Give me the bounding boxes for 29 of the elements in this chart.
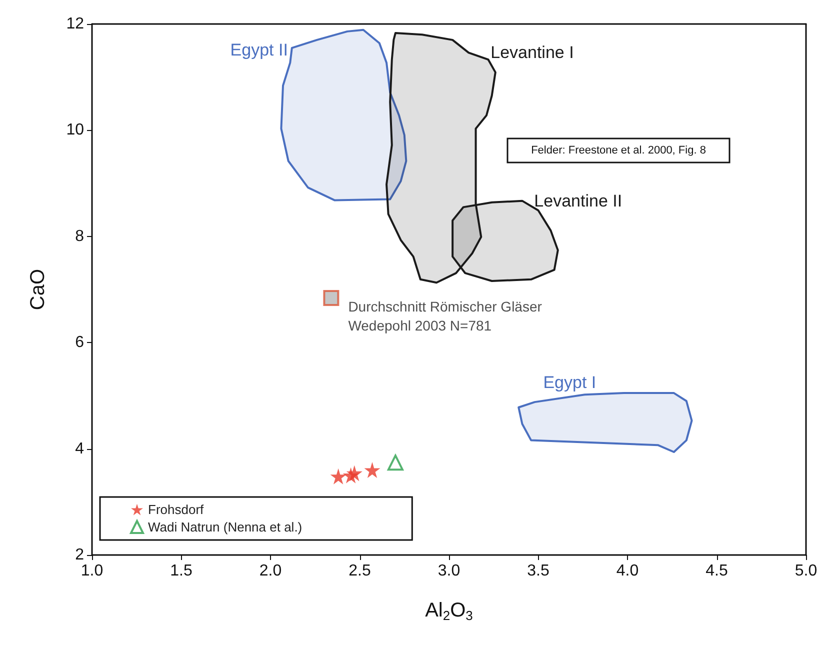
y-tick-label: 4 <box>75 440 84 458</box>
y-tick-label: 10 <box>66 122 84 139</box>
y-tick-label: 8 <box>75 228 84 245</box>
point <box>387 454 404 471</box>
y-tick-label: 12 <box>66 16 84 32</box>
series-label: Egypt I <box>543 373 596 392</box>
x-tick-label: 2.0 <box>259 562 282 580</box>
x-tick-label: 4.5 <box>706 562 728 580</box>
point <box>346 465 362 482</box>
x-tick-label: 2.5 <box>348 562 371 580</box>
x-tick-label: 3.0 <box>438 562 460 580</box>
y-tick-label: 6 <box>75 334 84 352</box>
series-label: Levantine I <box>490 43 574 62</box>
x-tick-label: 3.5 <box>527 562 550 580</box>
x-tick-label: 1.5 <box>170 562 192 580</box>
legend-label: Frohsdorf <box>148 502 204 517</box>
series-label: Egypt II <box>230 40 288 60</box>
point <box>364 462 380 478</box>
legend-label: Wadi Natrun (Nenna et al.) <box>148 520 302 534</box>
x-tick-label: 5.0 <box>794 562 818 580</box>
point <box>330 468 346 484</box>
y-axis-title: CaO <box>27 268 49 310</box>
series-label: Levantine II <box>534 191 622 210</box>
annotation: Durchschnitt Römischer Gläser Wedepohl 2003 N=781 <box>348 298 542 334</box>
y-tick-label: 2 <box>75 546 84 564</box>
annotation: Felder: Freestone et al. 2000, Fig. 8 <box>531 144 706 156</box>
x-tick-label: 4.0 <box>616 562 639 580</box>
x-tick-label: 1.0 <box>80 562 104 580</box>
point <box>323 290 340 306</box>
